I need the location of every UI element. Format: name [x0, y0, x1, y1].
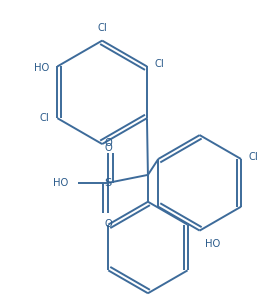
Text: Cl: Cl — [155, 60, 165, 69]
Text: Cl: Cl — [97, 22, 107, 33]
Text: HO: HO — [34, 64, 49, 74]
Text: O: O — [104, 143, 112, 153]
Text: HO: HO — [53, 178, 68, 188]
Text: HO: HO — [205, 239, 220, 249]
Text: Cl: Cl — [40, 113, 49, 123]
Text: O: O — [104, 138, 112, 148]
Text: O: O — [104, 219, 112, 229]
Text: S: S — [104, 178, 112, 188]
Text: Cl: Cl — [249, 152, 259, 162]
